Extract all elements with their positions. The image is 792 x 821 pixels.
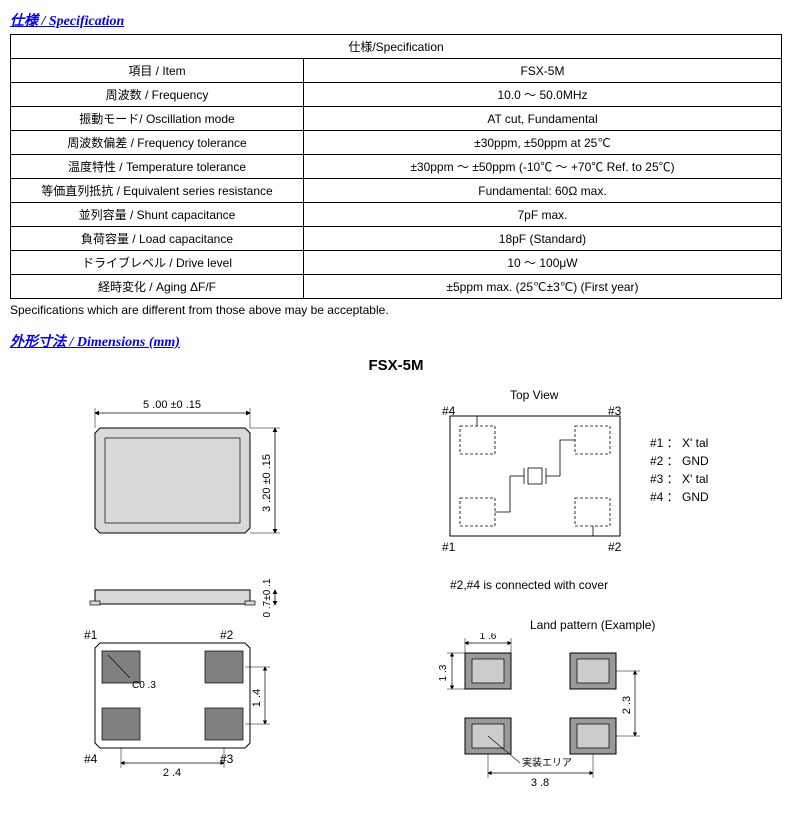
spec-row-value: 10 ～ 100μW [303,251,781,275]
spec-row-value: 18pF (Standard) [303,227,781,251]
pin-label-3: #3 [220,752,233,766]
spec-row-label: 並列容量 / Shunt capacitance [11,203,304,227]
spec-row-label: 温度特性 / Temperature tolerance [11,155,304,179]
spec-table-title: 仕様/Specification [11,35,782,59]
spec-table: 仕様/Specification 項目 / ItemFSX-5M周波数 / Fr… [10,34,782,299]
legend-4: #4 ： GND [650,488,709,506]
spec-row-value: ±5ppm max. (25℃±3℃) (First year) [303,275,781,299]
spec-row-label: 周波数 / Frequency [11,83,304,107]
svg-text:0 .7±0 .1: 0 .7±0 .1 [262,578,273,617]
legend-3: #3 ： X' tal [650,470,709,488]
pin-label-2: #2 [220,628,233,642]
package-bottom-drawing: C0 .3 2 .4 1 .4 [70,633,330,793]
spec-row-value: Fundamental: 60Ω max. [303,179,781,203]
topview-label: Top View [510,388,558,402]
spec-row-label: 等価直列抵抗 / Equivalent series resistance [11,179,304,203]
svg-text:1 .3: 1 .3 [438,664,449,681]
pin-label-1: #1 [84,628,97,642]
svg-text:3 .8: 3 .8 [531,777,549,789]
svg-text:1 .4: 1 .4 [251,689,263,707]
package-top-drawing: 5 .00 ±0 .15 3 .20 ±0 .15 [70,388,300,558]
svg-text:5 .00 ±0 .15: 5 .00 ±0 .15 [143,399,201,411]
package-side-drawing: 0 .7±0 .1 [70,578,300,618]
land-pattern-drawing: 1 .6 1 .3 3 .8 2 .3 実装エリア [430,633,690,793]
spec-row-value: 7pF max. [303,203,781,227]
svg-text:1 .6: 1 .6 [480,633,497,642]
pin-legend: #1 ： X' tal #2 ： GND #3 ： X' tal #4 ： GN… [650,434,709,506]
svg-text:C0 .3: C0 .3 [132,680,156,691]
cover-note: #2,#4 is connected with cover [450,578,608,592]
topview-drawing [440,406,630,556]
dims-header: 外形寸法 / Dimensions (mm) [10,331,782,351]
spec-row-value: AT cut, Fundamental [303,107,781,131]
spec-row-value: FSX-5M [303,59,781,83]
spec-row-label: 経時変化 / Aging ΔF/F [11,275,304,299]
spec-row-value: 10.0 ～ 50.0MHz [303,83,781,107]
tv-pin-4: #4 [442,404,455,418]
legend-1: #1 ： X' tal [650,434,709,452]
tv-pin-2: #2 [608,540,621,554]
spec-row-label: 項目 / Item [11,59,304,83]
svg-text:2 .4: 2 .4 [163,767,181,779]
legend-2: #2 ： GND [650,452,709,470]
drawings-area: 5 .00 ±0 .15 3 .20 ±0 .15 0 .7±0 .1 C0 .… [10,378,782,798]
spec-row-label: 振動モード/ Oscillation mode [11,107,304,131]
tv-pin-1: #1 [442,540,455,554]
spec-header: 仕様 / Specification [10,10,782,30]
svg-text:2 .3: 2 .3 [621,696,633,714]
svg-text:実装エリア: 実装エリア [522,756,572,769]
spec-row-label: 負荷容量 / Load capacitance [11,227,304,251]
spec-row-label: ドライブレベル / Drive level [11,251,304,275]
svg-text:3 .20 ±0 .15: 3 .20 ±0 .15 [261,454,273,512]
spec-row-value: ±30ppm ～ ±50ppm (-10℃ ～ +70℃ Ref. to 25℃… [303,155,781,179]
pin-label-4: #4 [84,752,97,766]
drawing-title: FSX-5M [10,357,782,374]
tv-pin-3: #3 [608,404,621,418]
spec-row-label: 周波数偏差 / Frequency tolerance [11,131,304,155]
spec-footnote: Specifications which are different from … [10,303,782,317]
spec-row-value: ±30ppm, ±50ppm at 25℃ [303,131,781,155]
land-pattern-label: Land pattern (Example) [530,618,655,632]
